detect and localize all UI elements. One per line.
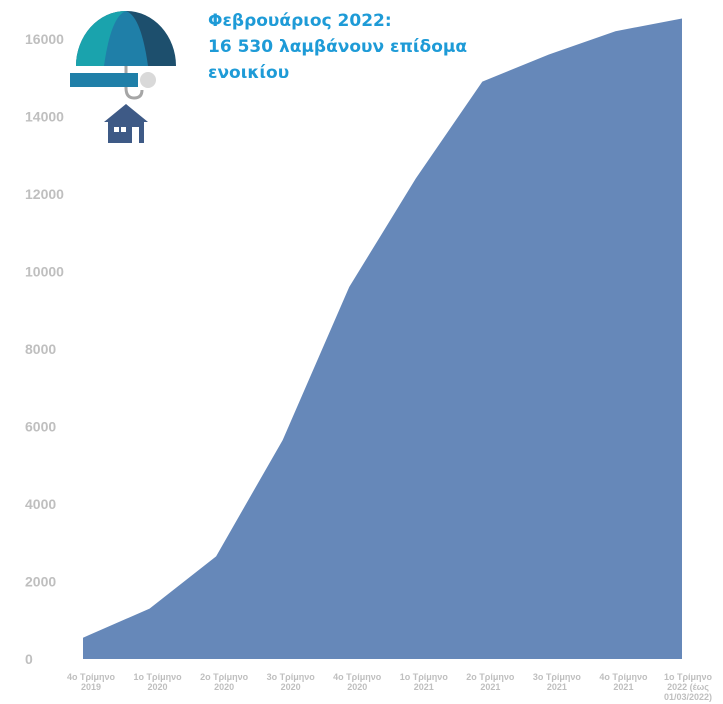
x-tick-label: 4ο Τρίμηνο 2021 (599, 672, 648, 692)
y-tick-label: 16000 (25, 31, 64, 47)
x-tick-label: 1ο Τρίμηνο 2020 (134, 672, 183, 692)
x-tick-label: 2ο Τρίμηνο 2020 (200, 672, 249, 692)
umbrella-icon (70, 11, 176, 143)
x-tick-label: 3ο Τρίμηνο 2021 (533, 672, 582, 692)
annotation-line-1: Φεβρουάριος 2022: (208, 11, 392, 31)
y-tick-label: 2000 (25, 574, 56, 590)
annotation-line-2: 16 530 λαμβάνουν επίδομα (208, 37, 468, 57)
y-tick-label: 4000 (25, 496, 56, 512)
series-area (83, 18, 682, 659)
y-tick-label: 8000 (25, 341, 56, 357)
x-tick-label: 3ο Τρίμηνο 2020 (267, 672, 316, 692)
annotation-line-3: ενοικίου (208, 63, 290, 83)
x-tick-label: 1ο Τρίμηνο 2021 (400, 672, 449, 692)
x-tick-label: 1ο Τρίμηνο 2022 (έως 01/03/2022) (664, 672, 713, 702)
chart-annotation: Φεβρουάριος 2022: 16 530 λαμβάνουν επίδο… (208, 8, 528, 86)
y-tick-label: 10000 (25, 264, 64, 280)
house-icon (104, 104, 148, 143)
umbrella-house-logo (66, 6, 176, 151)
y-tick-label: 12000 (25, 186, 64, 202)
x-tick-label: 2ο Τρίμηνο 2021 (466, 672, 515, 692)
y-tick-label: 6000 (25, 419, 56, 435)
y-tick-label: 14000 (25, 109, 64, 125)
x-tick-label: 4ο Τρίμηνο 2019 (67, 672, 116, 692)
x-tick-label: 4ο Τρίμηνο 2020 (333, 672, 382, 692)
y-tick-label: 0 (25, 651, 33, 667)
